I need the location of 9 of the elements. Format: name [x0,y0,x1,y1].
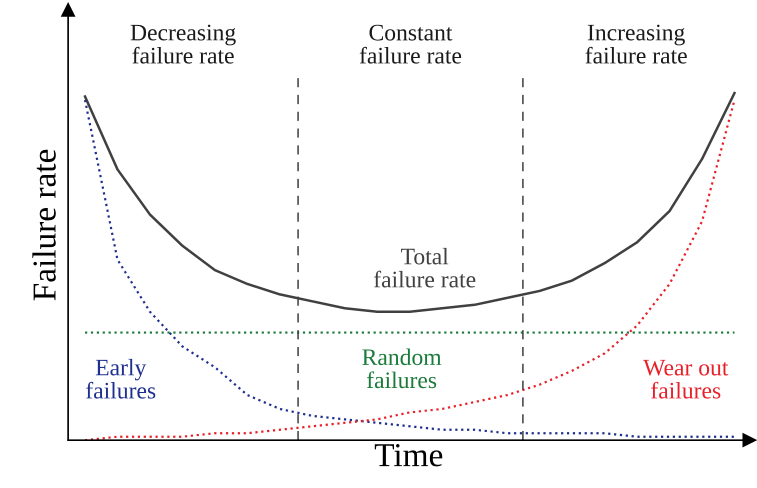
series-label: Wear out failures [643,360,728,399]
series-label: Early failures [86,358,156,399]
text: Decreasing failure rate [130,24,236,64]
text: Constant failure rate [360,24,462,64]
y-axis-title: Failure rate [32,150,56,300]
x-axis-title: Time [374,444,442,466]
series-label: Total failure rate [374,248,476,288]
series-label: Random failures [362,348,442,388]
text: Increasing failure rate [585,24,687,64]
